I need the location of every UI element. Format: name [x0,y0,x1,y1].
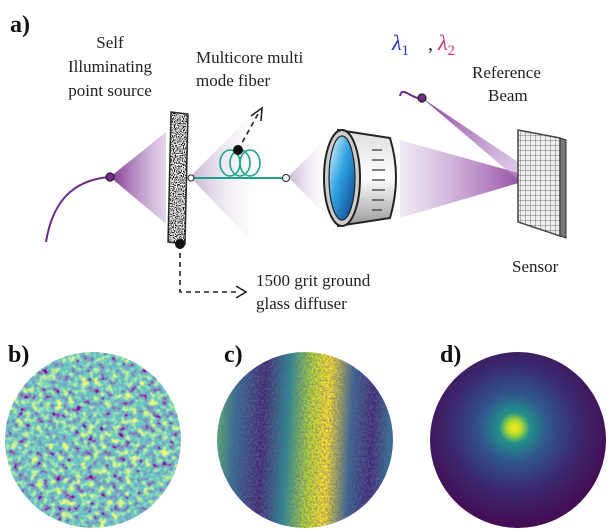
source-label: point source [68,81,152,100]
point-source [105,172,115,182]
lens-ridges [372,149,385,211]
fiber-end [187,174,195,182]
sensor [517,129,561,238]
reference-cone [422,98,530,178]
arrowhead [250,106,263,122]
reference-label: Beam [488,86,528,105]
diffuser-texture [168,112,188,244]
reference-label: Reference [472,63,541,82]
sensor-edge [559,137,567,239]
speckle-image [5,352,181,528]
fiber-label: mode fiber [196,71,270,90]
symbol: λ [391,30,402,55]
pointer [179,244,238,293]
fiber-label: Multicore multi [196,48,303,67]
arrowhead [235,285,248,299]
fiber-end [282,174,290,182]
source-fiber [45,176,111,243]
source-label: Illuminating [68,57,153,76]
wavelength: λ2 [437,30,455,59]
index: 1 [402,43,410,59]
reconstruction-image [430,352,606,528]
panel-label: c) [224,342,243,368]
sensor-label: Sensor [512,257,559,276]
light-cone [288,135,330,220]
separator: , [428,33,433,55]
light-cone [110,132,166,224]
source-label: Self [96,33,124,52]
symbol: λ [437,30,448,55]
panel-label: d) [440,342,461,368]
light-cone [400,140,522,218]
diffuser-label: glass diffuser [256,294,347,313]
index: 2 [448,43,456,59]
pointer-dot [175,239,185,249]
wavelength: λ1 [391,30,409,59]
lens-glass [328,135,356,221]
pointer-dot [233,145,243,155]
panel-label: b) [8,342,29,368]
pointer [237,113,259,151]
diffuser-label: 1500 grit ground [256,271,371,290]
fringe-noise [217,352,393,528]
panel-label: a) [10,12,30,38]
reference-source [417,93,427,103]
